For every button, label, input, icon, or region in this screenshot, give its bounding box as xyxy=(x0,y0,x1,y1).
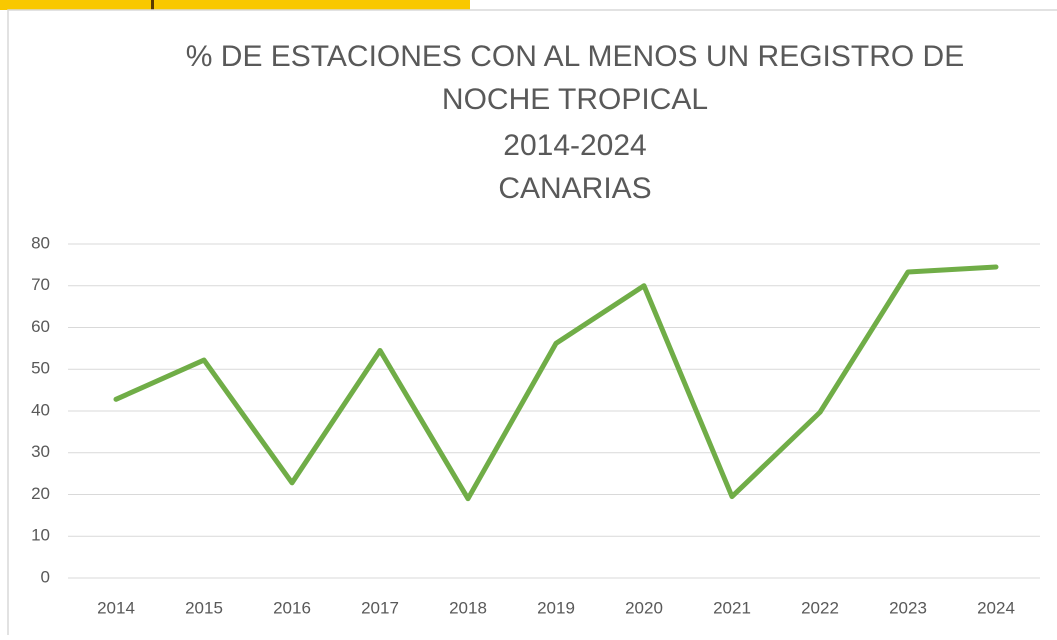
y-tick-label: 30 xyxy=(31,442,50,461)
y-tick-label: 50 xyxy=(31,359,50,378)
y-tick-label: 20 xyxy=(31,484,50,503)
x-tick-label: 2024 xyxy=(977,598,1015,617)
x-tick-label: 2020 xyxy=(625,598,663,617)
y-tick-label: 80 xyxy=(31,233,50,252)
banner xyxy=(0,0,470,10)
x-tick-label: 2015 xyxy=(185,598,223,617)
x-tick-label: 2017 xyxy=(361,598,399,617)
x-tick-label: 2019 xyxy=(537,598,575,617)
chart-title: NOCHE TROPICAL xyxy=(442,83,708,116)
data-line xyxy=(113,264,999,502)
y-tick-label: 0 xyxy=(41,567,50,586)
x-tick-label: 2018 xyxy=(449,598,487,617)
banner-mark xyxy=(151,0,154,10)
x-tick-label: 2022 xyxy=(801,598,839,617)
chart-title: CANARIAS xyxy=(498,172,651,205)
x-tick-label: 2014 xyxy=(97,598,135,617)
chart-border xyxy=(7,9,1057,635)
x-tick-label: 2016 xyxy=(273,598,311,617)
y-tick-label: 10 xyxy=(31,526,50,545)
y-tick-label: 70 xyxy=(31,275,50,294)
x-tick-label: 2023 xyxy=(889,598,927,617)
y-tick-label: 40 xyxy=(31,400,50,419)
x-tick-label: 2021 xyxy=(713,598,751,617)
chart-title: 2014-2024 xyxy=(503,129,646,162)
y-tick-label: 60 xyxy=(31,317,50,336)
chart-title: % DE ESTACIONES CON AL MENOS UN REGISTRO… xyxy=(186,40,964,73)
